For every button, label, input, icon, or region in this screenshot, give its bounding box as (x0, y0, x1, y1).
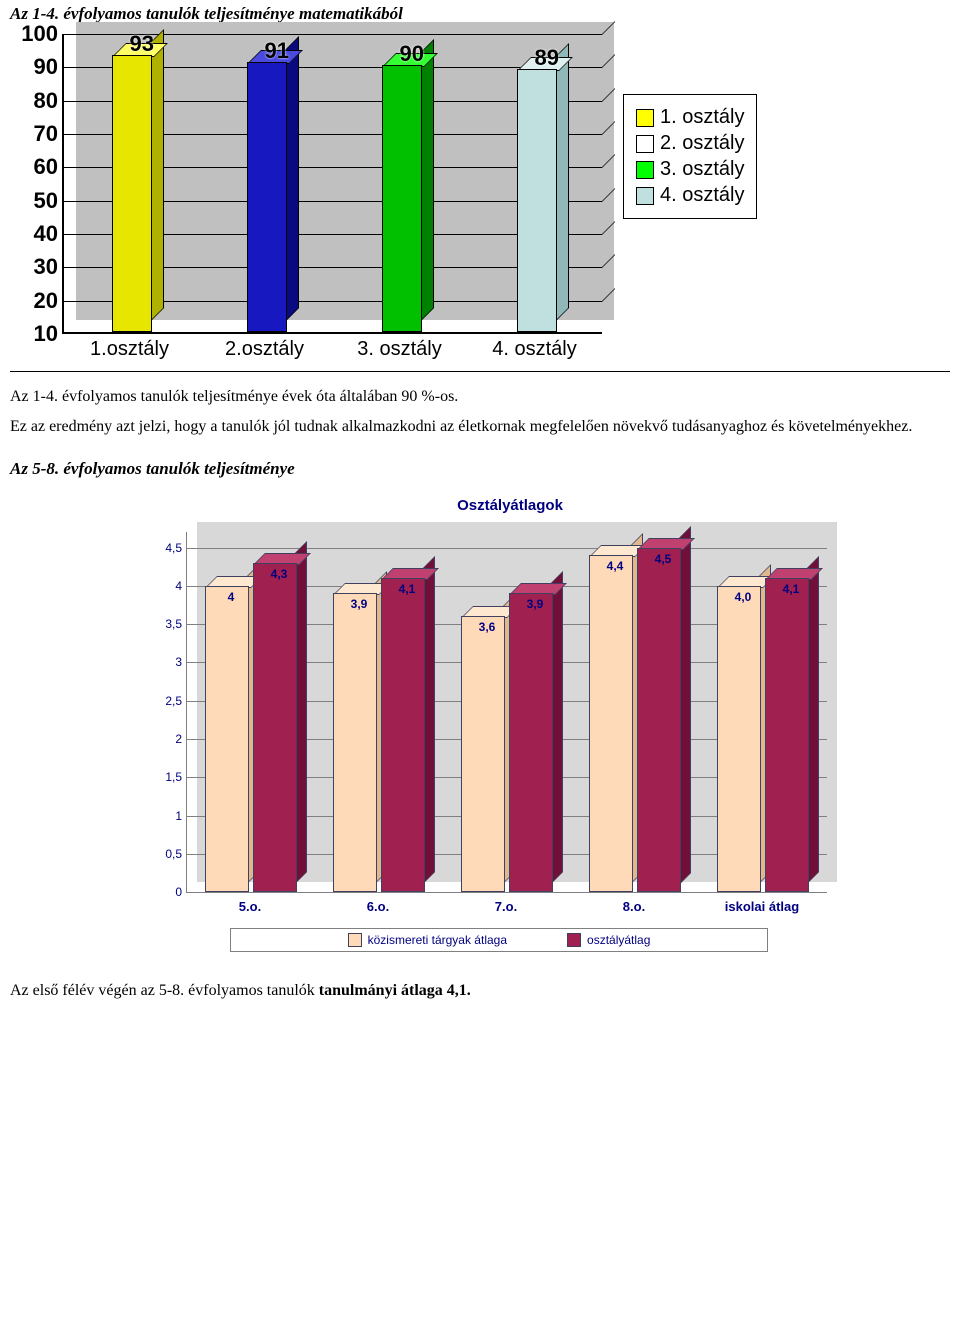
chart2-value-label: 3,9 (527, 597, 544, 611)
legend-swatch (636, 135, 654, 153)
chart1-bar (247, 62, 287, 332)
chart2-legend-item: közismereti tárgyak átlaga (348, 933, 507, 947)
separator (10, 371, 950, 372)
chart2-value-label: 4,4 (607, 559, 624, 573)
chart1-ytick: 100 (21, 21, 58, 47)
chart2-bar (637, 548, 681, 893)
chart1-ytick: 20 (34, 288, 58, 314)
chart1-legend: 1. osztály 2. osztály 3. osztály 4. osztály (623, 94, 757, 219)
chart1-xaxis: 1.osztály2.osztály3. osztály4. osztály (62, 334, 602, 361)
chart1-ytick: 80 (34, 88, 58, 114)
chart2-ytick: 1,5 (165, 770, 182, 784)
body-text-2: Az első félév végén az 5-8. évfolyamos t… (10, 980, 950, 1002)
chart1-ytick: 50 (34, 188, 58, 214)
legend-swatch (636, 161, 654, 179)
body-text-2-prefix: Az első félév végén az 5-8. évfolyamos t… (10, 982, 319, 999)
chart2-ytick: 3 (175, 655, 182, 669)
chart2-bar (381, 578, 425, 892)
chart2-bar (765, 578, 809, 892)
legend-label: osztályátlag (587, 933, 650, 947)
chart1-value-label: 89 (535, 45, 559, 71)
chart1-ytick: 60 (34, 154, 58, 180)
chart2-ytick: 0 (175, 885, 182, 899)
chart2-value-label: 4,3 (271, 567, 288, 581)
legend-label: 1. osztály (660, 106, 744, 129)
chart2-legend-item: osztályátlag (567, 933, 650, 947)
chart1-value-label: 90 (400, 41, 424, 67)
chart2-ytick: 4,5 (165, 541, 182, 555)
chart1: 102030405060708090100 93919089 1.osztály… (10, 34, 605, 361)
chart1-ytick: 40 (34, 221, 58, 247)
chart1-bar (112, 55, 152, 332)
chart2-value-label: 4,1 (783, 582, 800, 596)
chart1-xlabel: 4. osztály (467, 334, 602, 361)
chart1-xlabel: 3. osztály (332, 334, 467, 361)
chart2-ytick: 0,5 (165, 847, 182, 861)
chart2-title: Osztályátlagok (150, 497, 870, 514)
body-text-2-bold: tanulmányi átlaga 4,1. (319, 982, 471, 999)
chart2-bar (509, 593, 553, 892)
chart1-xlabel: 1.osztály (62, 334, 197, 361)
chart2-plot: 4 4,3 3,9 4,1 3,6 3,9 4,4 4,5 4,0 4,1 (186, 532, 827, 893)
chart2-xlabel: 6.o. (314, 893, 442, 914)
body-text-1b: Ez az eredmény azt jelzi, hogy a tanulók… (10, 416, 950, 438)
chart2-bar (253, 563, 297, 892)
chart2-value-label: 4,0 (735, 590, 752, 604)
chart2-value-label: 4 (228, 590, 235, 604)
chart2-ytick: 1 (175, 809, 182, 823)
chart1-legend-item: 4. osztály (636, 184, 744, 207)
chart2-bar (589, 555, 633, 892)
chart1-plot: 93 91 90 89 (62, 34, 602, 334)
legend-swatch (636, 187, 654, 205)
chart1-value-label: 93 (130, 31, 154, 57)
chart2-xlabel: 7.o. (442, 893, 570, 914)
chart1-container: 102030405060708090100 93919089 1.osztály… (10, 34, 950, 361)
chart1-bar (382, 65, 422, 332)
legend-label: 3. osztály (660, 158, 744, 181)
chart1-ytick: 90 (34, 54, 58, 80)
chart2-ytick: 2,5 (165, 694, 182, 708)
legend-label: 4. osztály (660, 184, 744, 207)
legend-swatch (348, 933, 362, 947)
chart2-bar (205, 586, 249, 892)
chart2-value-label: 3,6 (479, 620, 496, 634)
chart2-xaxis: 5.o.6.o.7.o.8.o.iskolai átlag (186, 893, 826, 914)
chart2-ytick: 3,5 (165, 617, 182, 631)
chart2-ytick: 4 (175, 579, 182, 593)
chart1-ytick: 10 (34, 321, 58, 347)
legend-swatch (636, 109, 654, 127)
chart2-value-label: 4,1 (399, 582, 416, 596)
chart2-bar (717, 586, 761, 892)
chart2-bar (333, 593, 377, 892)
heading-chart1: Az 1-4. évfolyamos tanulók teljesítménye… (10, 4, 950, 24)
chart2-gridline (187, 548, 827, 549)
chart1-xlabel: 2.osztály (197, 334, 332, 361)
chart2-xlabel: iskolai átlag (698, 893, 826, 914)
chart2-value-label: 4,5 (655, 552, 672, 566)
chart1-legend-item: 3. osztály (636, 158, 744, 181)
legend-swatch (567, 933, 581, 947)
chart1-yaxis: 102030405060708090100 (10, 34, 62, 334)
body-text-1a: Az 1-4. évfolyamos tanulók teljesítménye… (10, 386, 950, 408)
legend-label: 2. osztály (660, 132, 744, 155)
chart2-container: Osztályátlagok 0 0,5 1 1,5 2 2,5 3 3,5 4 4,5 4 4,3… (150, 497, 870, 952)
chart1-legend-item: 2. osztály (636, 132, 744, 155)
chart2-xlabel: 8.o. (570, 893, 698, 914)
chart2-legend: közismereti tárgyak átlaga osztályátlag (230, 928, 768, 952)
chart1-ytick: 30 (34, 254, 58, 280)
heading-chart2: Az 5-8. évfolyamos tanulók teljesítménye (10, 459, 950, 479)
chart2-value-label: 3,9 (351, 597, 368, 611)
chart2-ytick: 2 (175, 732, 182, 746)
legend-label: közismereti tárgyak átlaga (368, 933, 507, 947)
chart1-value-label: 91 (265, 38, 289, 64)
chart1-legend-item: 1. osztály (636, 106, 744, 129)
chart2-yaxis: 00,511,522,533,544,5 (150, 532, 186, 893)
chart2-xlabel: 5.o. (186, 893, 314, 914)
chart1-ytick: 70 (34, 121, 58, 147)
chart2-bar (461, 616, 505, 892)
